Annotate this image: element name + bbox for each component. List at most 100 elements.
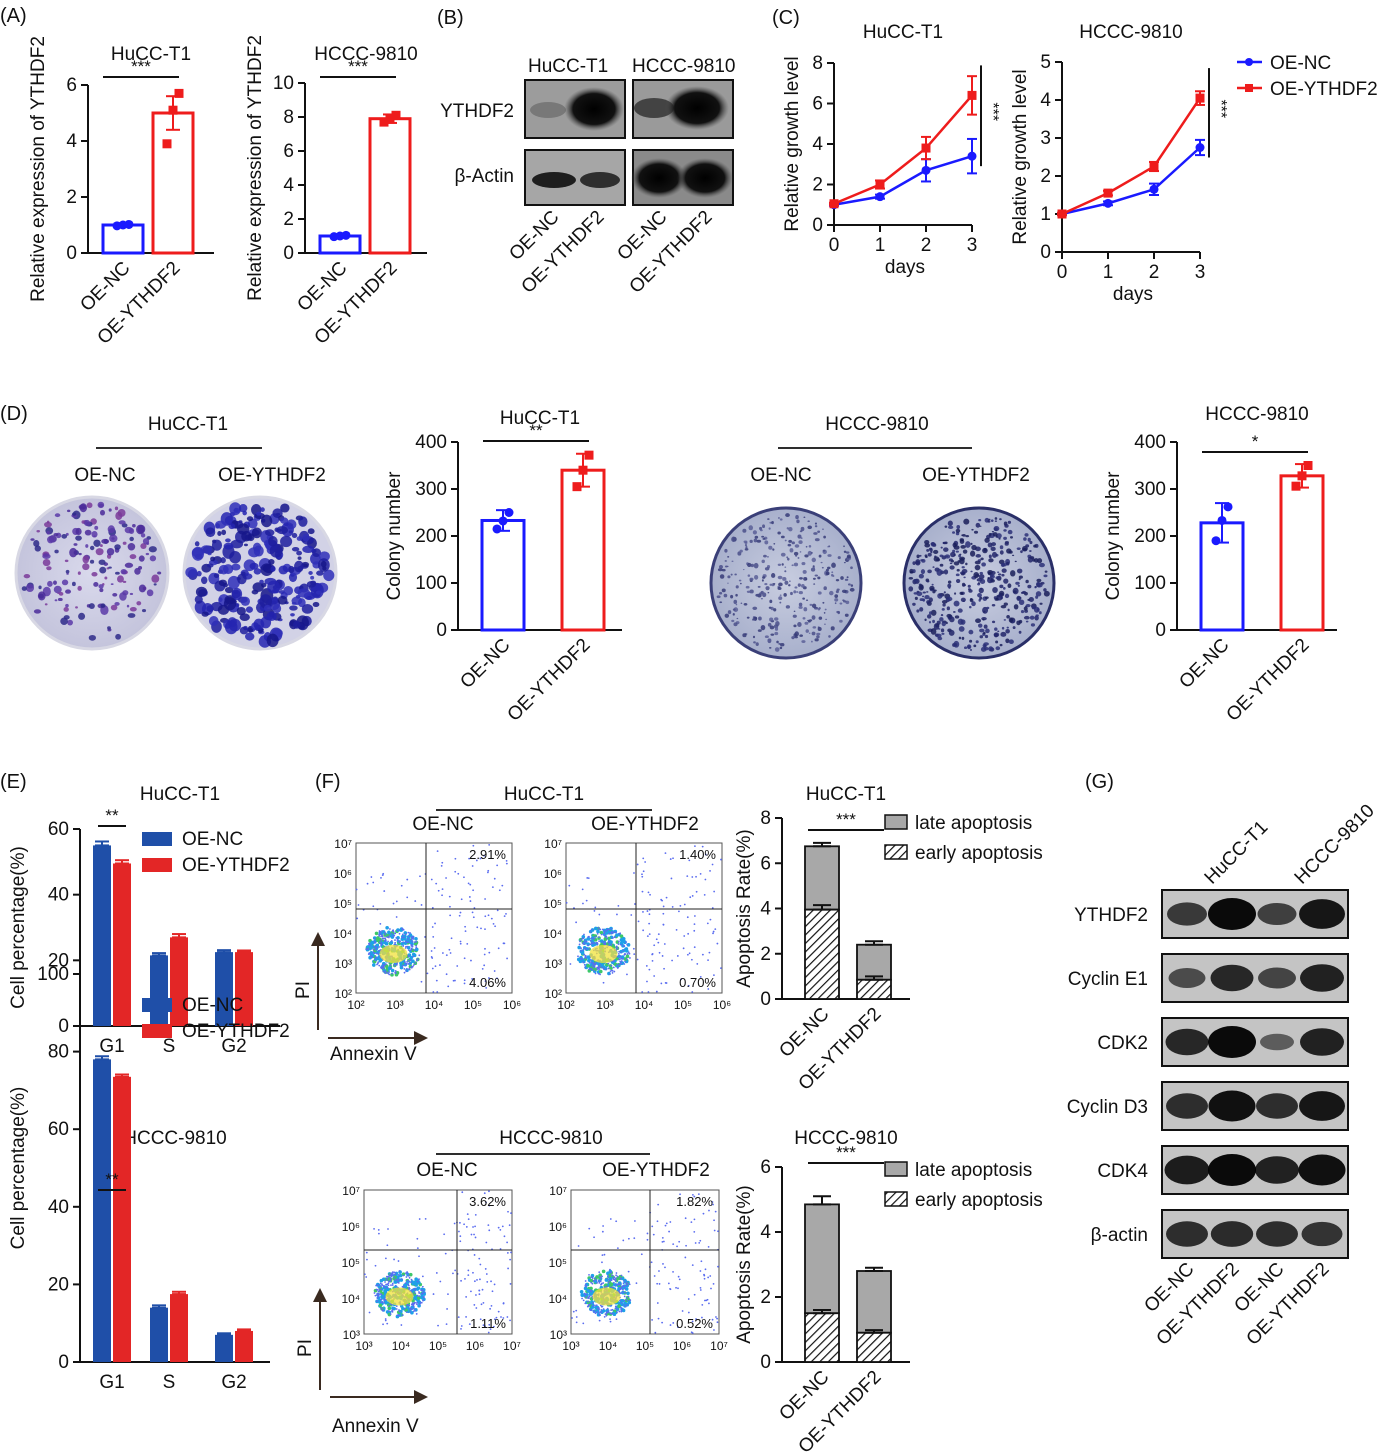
flow-event	[398, 941, 401, 944]
flow-event	[390, 967, 393, 970]
flow-event	[686, 875, 689, 878]
colony	[807, 550, 812, 556]
flow-event	[377, 1290, 380, 1293]
flow-event	[410, 937, 413, 939]
flow-event	[586, 877, 589, 879]
colony	[233, 507, 241, 514]
flow-event	[452, 979, 455, 982]
y-tick-label: 60	[48, 819, 69, 840]
y-tick-label: 8	[760, 808, 771, 829]
flow-event	[384, 1281, 386, 1283]
flow-event	[434, 965, 437, 968]
colony	[940, 546, 943, 549]
bar-g2-oe-ythdf2	[235, 952, 253, 1026]
flow-event	[601, 1275, 604, 1278]
colony	[845, 551, 850, 554]
data-point	[174, 88, 184, 98]
colony	[1007, 608, 1010, 612]
colony	[763, 554, 767, 558]
significance-label: ***	[1212, 99, 1229, 118]
flow-event	[366, 945, 370, 949]
panel-letter-a: (A)	[0, 5, 27, 27]
flow-event	[408, 1280, 411, 1283]
colony	[310, 575, 315, 580]
flow-event	[619, 962, 621, 965]
flow-event	[590, 928, 593, 931]
colony	[805, 629, 809, 633]
colony	[987, 519, 991, 523]
flow-event	[601, 941, 604, 943]
colony	[937, 593, 943, 599]
flow-frame	[355, 842, 513, 994]
flow-event	[378, 946, 381, 948]
flow-event	[483, 854, 485, 857]
colony	[1043, 590, 1050, 597]
significance-label: ***	[836, 810, 856, 829]
flow-event	[356, 917, 359, 920]
colony	[1031, 605, 1036, 610]
y-tick-label: 400	[1134, 432, 1166, 453]
colony	[1006, 614, 1010, 619]
flow-event	[405, 970, 408, 972]
legend-swatch	[142, 858, 172, 872]
flow-event	[677, 1275, 680, 1278]
colony	[935, 633, 942, 638]
blot-g-band	[1298, 1154, 1346, 1186]
colony	[995, 646, 1001, 651]
flow-event	[382, 967, 385, 969]
colony	[814, 525, 818, 528]
colony	[776, 640, 779, 644]
colony	[930, 628, 937, 635]
bar-early-oe-nc	[804, 908, 840, 1000]
flow-event	[579, 1289, 584, 1294]
flow-event	[380, 939, 383, 942]
colony	[740, 602, 743, 605]
colony	[808, 619, 813, 622]
flow-hucc-title: HuCC-T1	[504, 784, 584, 805]
flow-event	[621, 937, 626, 941]
colony	[973, 530, 979, 534]
flow-event	[615, 946, 618, 949]
flow-event	[395, 900, 398, 903]
colony	[952, 531, 956, 534]
series-line-oe-nc	[833, 154, 973, 206]
y-tick-label: 40	[48, 885, 69, 906]
colony	[977, 582, 980, 584]
bar-g2-oe-ythdf2	[235, 1330, 253, 1362]
colony	[814, 638, 819, 642]
colony	[54, 513, 61, 518]
colony	[807, 520, 810, 523]
colony	[812, 626, 817, 629]
flow-event	[716, 942, 719, 945]
colony	[921, 595, 925, 598]
flow-event	[650, 1261, 653, 1264]
colony	[761, 579, 764, 582]
colony	[948, 586, 951, 589]
flow-event	[409, 959, 412, 961]
colony	[990, 546, 996, 552]
flow-event	[484, 1268, 487, 1270]
colony	[958, 626, 965, 632]
flow-y-tick: 10⁴	[548, 1292, 567, 1306]
flow-event	[415, 946, 418, 949]
colony	[971, 528, 974, 531]
flow-event	[591, 965, 594, 967]
colony	[808, 632, 811, 634]
flow-event	[378, 930, 381, 932]
flow-event	[479, 1263, 482, 1266]
legend-label: late apoptosis	[915, 1160, 1032, 1181]
flow-event	[615, 1274, 618, 1277]
flow-event	[387, 966, 392, 971]
flow-event	[604, 931, 609, 935]
colony	[843, 545, 845, 548]
colony	[98, 559, 106, 565]
colony	[251, 589, 259, 595]
colony	[955, 528, 961, 533]
colony	[971, 544, 977, 551]
flow-event	[600, 1309, 603, 1311]
flow-event	[597, 972, 600, 975]
flow-event	[388, 935, 391, 938]
flow-event	[602, 981, 605, 984]
data-point	[967, 90, 977, 100]
colony	[984, 634, 989, 639]
